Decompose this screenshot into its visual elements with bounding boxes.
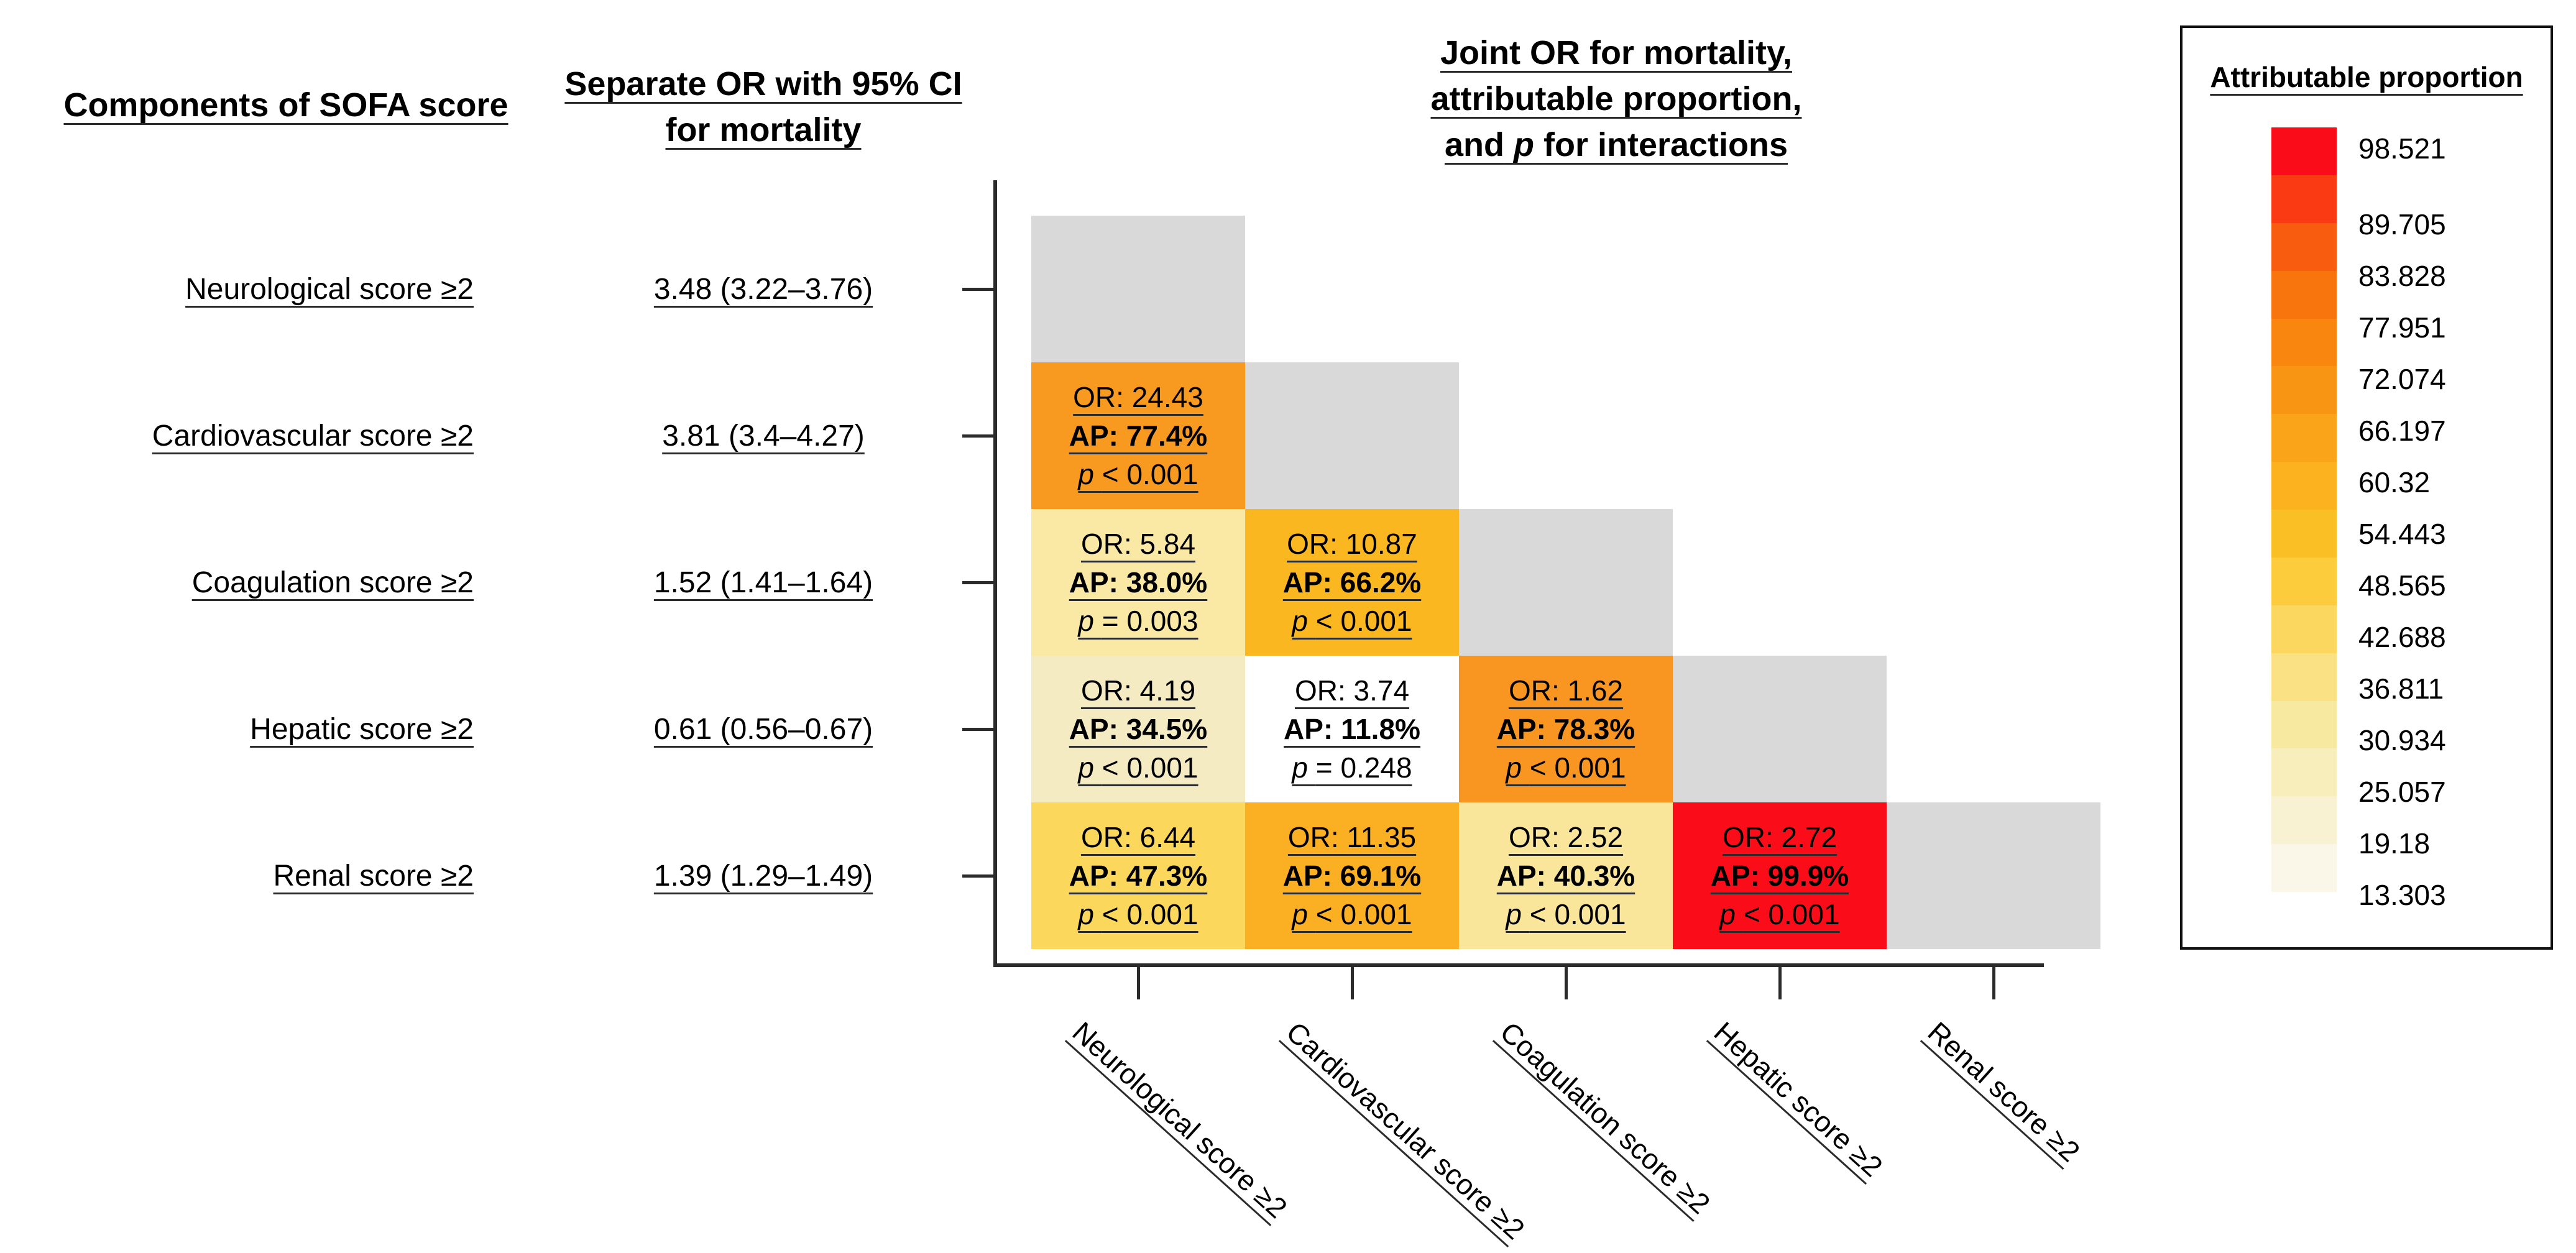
or-value-cardiovascular: 3.81 (3.4–4.27) — [662, 419, 865, 452]
legend-gradient-step — [2271, 844, 2337, 892]
legend-gradient-step — [2271, 175, 2337, 223]
x-tick — [1992, 967, 1995, 999]
separate-or-header-line1: Separate OR with 95% CI — [564, 65, 962, 103]
y-tick — [962, 874, 993, 878]
x-label-renal: Renal score ≥2 — [1921, 1015, 2087, 1168]
y-tick — [962, 288, 993, 291]
row-label-cardiovascular: Cardiovascular score ≥2 — [152, 419, 474, 452]
legend-value: 72.074 — [2358, 363, 2446, 395]
legend-gradient-step — [2271, 127, 2337, 175]
x-label-neurological: Neurological score ≥2 — [1066, 1015, 1294, 1224]
y-tick — [962, 728, 993, 731]
legend-gradient-step — [2271, 605, 2337, 653]
legend-box: Attributable proportion 98.521 89.705 83… — [2180, 25, 2553, 950]
joint-or-header: Joint OR for mortality, attributable pro… — [1399, 30, 1834, 168]
joint-or-header-line3: and p for interactions — [1444, 126, 1788, 163]
or-value-hepatic: 0.61 (0.56–0.67) — [653, 712, 873, 746]
legend-gradient-step — [2271, 748, 2337, 797]
legend-value: 19.18 — [2358, 827, 2431, 860]
legend-value: 60.32 — [2358, 466, 2431, 498]
legend-value: 98.521 — [2358, 132, 2446, 165]
diagonal-cell — [1887, 802, 2100, 949]
row-label-hepatic: Hepatic score ≥2 — [250, 712, 474, 746]
joint-or-header-line2: attributable proportion, — [1430, 80, 1802, 117]
heatmap-cell-renal-neuro: OR: 6.44 AP: 47.3% p < 0.001 — [1031, 802, 1245, 949]
separate-or-header: Separate OR with 95% CI for mortality — [561, 61, 965, 153]
joint-or-header-line1: Joint OR for mortality, — [1440, 34, 1793, 71]
or-value-coagulation: 1.52 (1.41–1.64) — [653, 566, 873, 599]
heatmap-cell-cardio-neuro: OR: 24.43 AP: 77.4% p < 0.001 — [1031, 362, 1245, 509]
legend-value: 42.688 — [2358, 621, 2446, 653]
heatmap-cell-renal-coag: OR: 2.52 AP: 40.3% p < 0.001 — [1459, 802, 1673, 949]
legend-value: 66.197 — [2358, 415, 2446, 447]
x-label-cardiovascular: Cardiovascular score ≥2 — [1280, 1015, 1531, 1246]
legend-gradient-step — [2271, 462, 2337, 510]
separate-or-header-line2: for mortality — [665, 111, 862, 149]
legend-gradient-step — [2271, 557, 2337, 605]
legend-title: Attributable proportion — [2210, 61, 2523, 93]
x-tick — [1778, 967, 1782, 999]
components-header: Components of SOFA score — [63, 86, 508, 124]
heatmap-cell-hepatic-coag: OR: 1.62 AP: 78.3% p < 0.001 — [1459, 656, 1673, 802]
legend-value: 25.057 — [2358, 776, 2446, 808]
legend-gradient-step — [2271, 414, 2337, 462]
heatmap-cell-hepatic-neuro: OR: 4.19 AP: 34.5% p < 0.001 — [1031, 656, 1245, 802]
y-tick — [962, 434, 993, 438]
legend-value: 89.705 — [2358, 208, 2446, 241]
x-tick — [1351, 967, 1354, 999]
legend-gradient-step — [2271, 796, 2337, 845]
diagonal-cell — [1031, 216, 1245, 362]
legend-value: 13.303 — [2358, 879, 2446, 911]
legend-value: 30.934 — [2358, 724, 2446, 756]
legend-gradient-step — [2271, 223, 2337, 271]
y-tick — [962, 581, 993, 584]
or-value-neurological: 3.48 (3.22–3.76) — [653, 272, 873, 306]
x-axis-line — [993, 963, 2044, 967]
heatmap-cell-renal-cardio: OR: 11.35 AP: 69.1% p < 0.001 — [1245, 802, 1459, 949]
legend-gradient-step — [2271, 510, 2337, 558]
legend-gradient-step — [2271, 366, 2337, 415]
diagonal-cell — [1673, 656, 1887, 802]
legend-gradient-step — [2271, 270, 2337, 319]
diagonal-cell — [1459, 509, 1673, 656]
legend-value: 77.951 — [2358, 311, 2446, 344]
row-label-neurological: Neurological score ≥2 — [185, 272, 474, 306]
row-label-coagulation: Coagulation score ≥2 — [191, 566, 474, 599]
legend-gradient-step — [2271, 653, 2337, 701]
heatmap-cell-hepatic-cardio: OR: 3.74 AP: 11.8% p = 0.248 — [1245, 656, 1459, 802]
heatmap-cell-coag-cardio: OR: 10.87 AP: 66.2% p < 0.001 — [1245, 509, 1459, 656]
legend-gradient-step — [2271, 700, 2337, 749]
x-label-coagulation: Coagulation score ≥2 — [1494, 1015, 1717, 1221]
p-italic: p — [1513, 126, 1534, 163]
or-value-renal: 1.39 (1.29–1.49) — [653, 859, 873, 893]
legend-value: 83.828 — [2358, 260, 2446, 292]
legend-gradient-bar — [2271, 127, 2337, 892]
heatmap-cell-coag-neuro: OR: 5.84 AP: 38.0% p = 0.003 — [1031, 509, 1245, 656]
diagonal-cell — [1245, 362, 1459, 509]
legend-value: 48.565 — [2358, 569, 2446, 602]
x-label-hepatic: Hepatic score ≥2 — [1708, 1015, 1889, 1183]
legend-gradient-step — [2271, 318, 2337, 367]
x-tick — [1565, 967, 1568, 999]
row-label-renal: Renal score ≥2 — [273, 859, 474, 893]
x-tick — [1137, 967, 1140, 999]
y-axis-line — [993, 180, 997, 967]
legend-value: 54.443 — [2358, 518, 2446, 550]
legend-value: 36.811 — [2358, 672, 2444, 705]
heatmap-cell-renal-hepatic: OR: 2.72 AP: 99.9% p < 0.001 — [1673, 802, 1887, 949]
